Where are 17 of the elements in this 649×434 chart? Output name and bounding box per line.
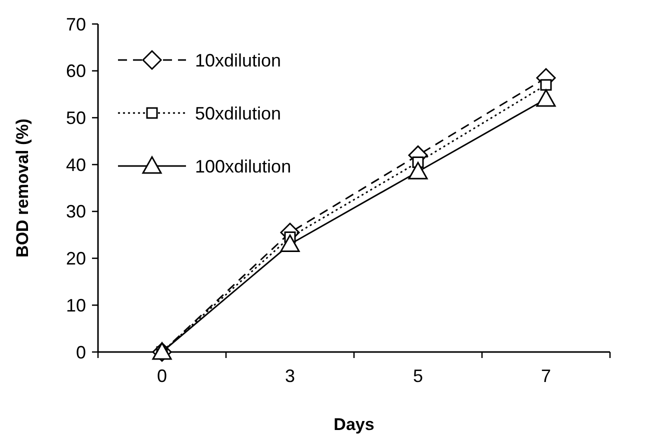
y-tick-label: 10 [66,295,86,316]
legend-label: 100xdilution [195,156,292,176]
y-tick-label: 0 [76,342,86,362]
x-tick-label: 0 [156,366,168,386]
x-tick-label: 3 [284,366,296,386]
y-tick-label: 70 [66,14,86,34]
x-tick-label: 7 [540,366,552,386]
y-tick-label: 60 [66,61,86,82]
y-tick-label: 50 [66,108,86,128]
legend-label: 50xdilution [195,103,282,124]
y-tick-label: 40 [66,154,86,175]
y-tick-label: 20 [66,248,86,269]
y-axis-title: BOD removal (%) [13,118,32,258]
x-axis-title: Days [334,415,374,434]
x-tick-label: 5 [412,366,424,386]
legend-label: 10xdilution [195,50,282,70]
y-tick-label: 30 [66,202,86,222]
